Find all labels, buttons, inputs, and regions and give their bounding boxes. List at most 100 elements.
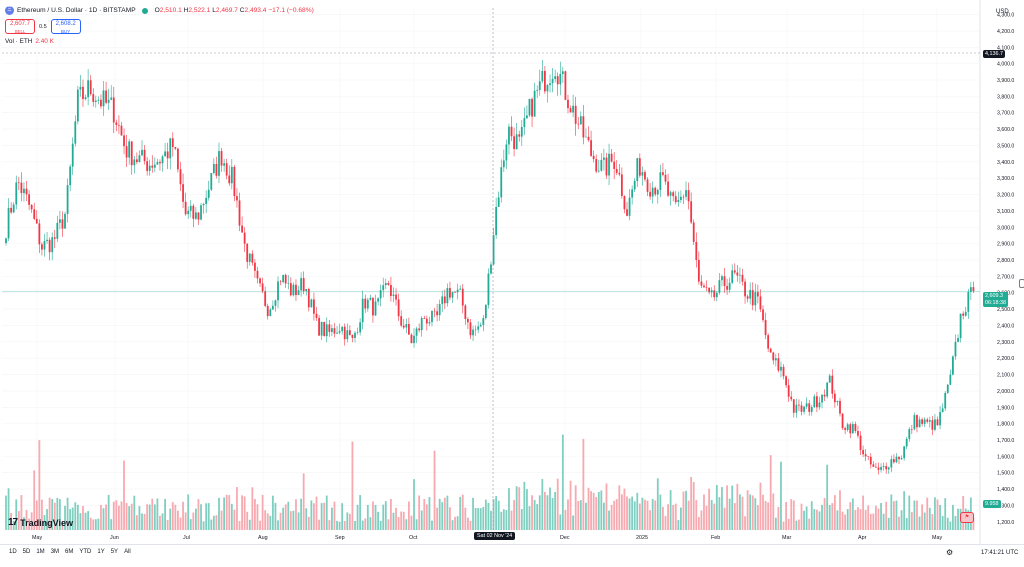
volume-bar bbox=[379, 520, 382, 530]
candle-body bbox=[179, 169, 182, 185]
volume-bar bbox=[487, 503, 490, 530]
candle-body bbox=[851, 423, 854, 434]
volume-bar bbox=[69, 509, 72, 530]
candle-body bbox=[215, 163, 218, 176]
volume-bar bbox=[651, 499, 654, 530]
volume-bar bbox=[844, 514, 847, 530]
candle-body bbox=[672, 192, 675, 197]
range-button-5y[interactable]: 5Y bbox=[110, 549, 119, 555]
symbol-title[interactable]: Ethereum / U.S. Dollar · 1D · BITSTAMP bbox=[17, 7, 136, 14]
range-button-ytd[interactable]: YTD bbox=[79, 549, 92, 555]
candle-body bbox=[538, 81, 541, 91]
volume-bar bbox=[441, 502, 444, 530]
range-button-all[interactable]: All bbox=[124, 549, 131, 555]
candle-body bbox=[459, 288, 462, 290]
candle-body bbox=[325, 324, 328, 337]
range-button-1m[interactable]: 1M bbox=[36, 549, 45, 555]
candle-body bbox=[692, 222, 695, 242]
currency-label[interactable]: USD bbox=[996, 9, 1009, 15]
candle-body bbox=[695, 241, 698, 260]
candle-body bbox=[867, 456, 870, 457]
volume-bar bbox=[954, 516, 957, 530]
x-tick-label: May bbox=[32, 535, 42, 541]
volume-bar bbox=[271, 495, 274, 530]
sell-button[interactable]: 2,607.7 SELL bbox=[5, 19, 35, 34]
volume-bar bbox=[787, 518, 790, 530]
candle-body bbox=[271, 305, 274, 310]
volume-bar bbox=[343, 520, 346, 530]
x-tick-label: Sep bbox=[335, 535, 345, 541]
volume-bar bbox=[831, 503, 834, 530]
candle-body bbox=[718, 280, 721, 293]
tradingview-logo[interactable]: 17 TradingView bbox=[8, 517, 73, 528]
volume-bar bbox=[15, 499, 18, 530]
volume-bar bbox=[549, 487, 551, 530]
range-button-6m[interactable]: 6M bbox=[65, 549, 74, 555]
range-button-5d[interactable]: 5D bbox=[22, 549, 31, 555]
candle-body bbox=[823, 394, 826, 397]
volume-legend[interactable]: Vol · ETH 2.40 K bbox=[5, 38, 54, 45]
candle-body bbox=[726, 286, 728, 290]
y-tick-label: 4,300.0 bbox=[997, 13, 1014, 19]
candle-body bbox=[787, 385, 790, 397]
volume-bar bbox=[30, 512, 33, 530]
volume-bar bbox=[431, 520, 433, 530]
buy-button[interactable]: 2,608.2 BUY bbox=[50, 19, 81, 34]
volume-bar bbox=[531, 495, 533, 530]
volume-bar bbox=[731, 485, 734, 530]
volume-bar bbox=[346, 512, 349, 530]
utc-clock[interactable]: 17:41:21 UTC bbox=[981, 550, 1019, 556]
volume-bar bbox=[910, 512, 913, 530]
volume-bar bbox=[218, 497, 220, 530]
chart-scroll-handle[interactable] bbox=[1019, 279, 1024, 288]
volume-bar bbox=[836, 510, 839, 530]
volume-bar bbox=[259, 520, 261, 530]
candle-body bbox=[774, 358, 777, 361]
candle-body bbox=[549, 83, 551, 86]
range-button-3m[interactable]: 3M bbox=[50, 549, 60, 555]
volume-bar bbox=[449, 507, 451, 530]
candle-body bbox=[615, 168, 618, 173]
volume-bar bbox=[174, 504, 177, 530]
candle-body bbox=[451, 292, 454, 298]
candle-body bbox=[541, 70, 544, 82]
volume-bar bbox=[546, 495, 549, 530]
volume-bar bbox=[597, 492, 600, 530]
candle-body bbox=[266, 305, 269, 317]
volume-bar bbox=[12, 520, 15, 530]
candle-body bbox=[931, 420, 934, 430]
volume-bar bbox=[189, 519, 192, 530]
candle-body bbox=[543, 70, 546, 92]
volume-bar bbox=[798, 519, 800, 530]
volume-bar bbox=[484, 499, 487, 530]
candle-body bbox=[313, 299, 315, 314]
candle-body bbox=[328, 324, 331, 332]
volume-bar bbox=[674, 503, 677, 530]
candle-body bbox=[359, 322, 362, 333]
candle-body bbox=[348, 330, 351, 335]
gear-icon[interactable]: ⚙ bbox=[946, 548, 954, 557]
candle-body bbox=[351, 334, 354, 338]
volume-bar bbox=[726, 485, 728, 530]
volume-bar bbox=[200, 504, 202, 530]
candle-body bbox=[194, 212, 197, 219]
candle-body bbox=[959, 313, 962, 339]
volume-bar bbox=[972, 517, 975, 530]
volume-bar bbox=[277, 520, 279, 530]
candle-body bbox=[744, 281, 746, 297]
volume-bar bbox=[76, 504, 79, 530]
candle-body bbox=[844, 428, 847, 430]
range-button-1d[interactable]: 1D bbox=[9, 549, 17, 555]
candle-body bbox=[464, 305, 467, 319]
candle-body bbox=[595, 159, 598, 172]
volume-bar bbox=[474, 508, 477, 530]
chart-legend: Ξ Ethereum / U.S. Dollar · 1D · BITSTAMP… bbox=[5, 6, 314, 45]
candle-body bbox=[112, 97, 115, 123]
event-flag-icon[interactable]: ⚑ bbox=[960, 512, 974, 523]
y-tick-label: 1,200.0 bbox=[997, 520, 1014, 526]
volume-bar bbox=[10, 512, 13, 530]
range-button-1y[interactable]: 1Y bbox=[97, 549, 105, 555]
candle-body bbox=[782, 366, 785, 377]
